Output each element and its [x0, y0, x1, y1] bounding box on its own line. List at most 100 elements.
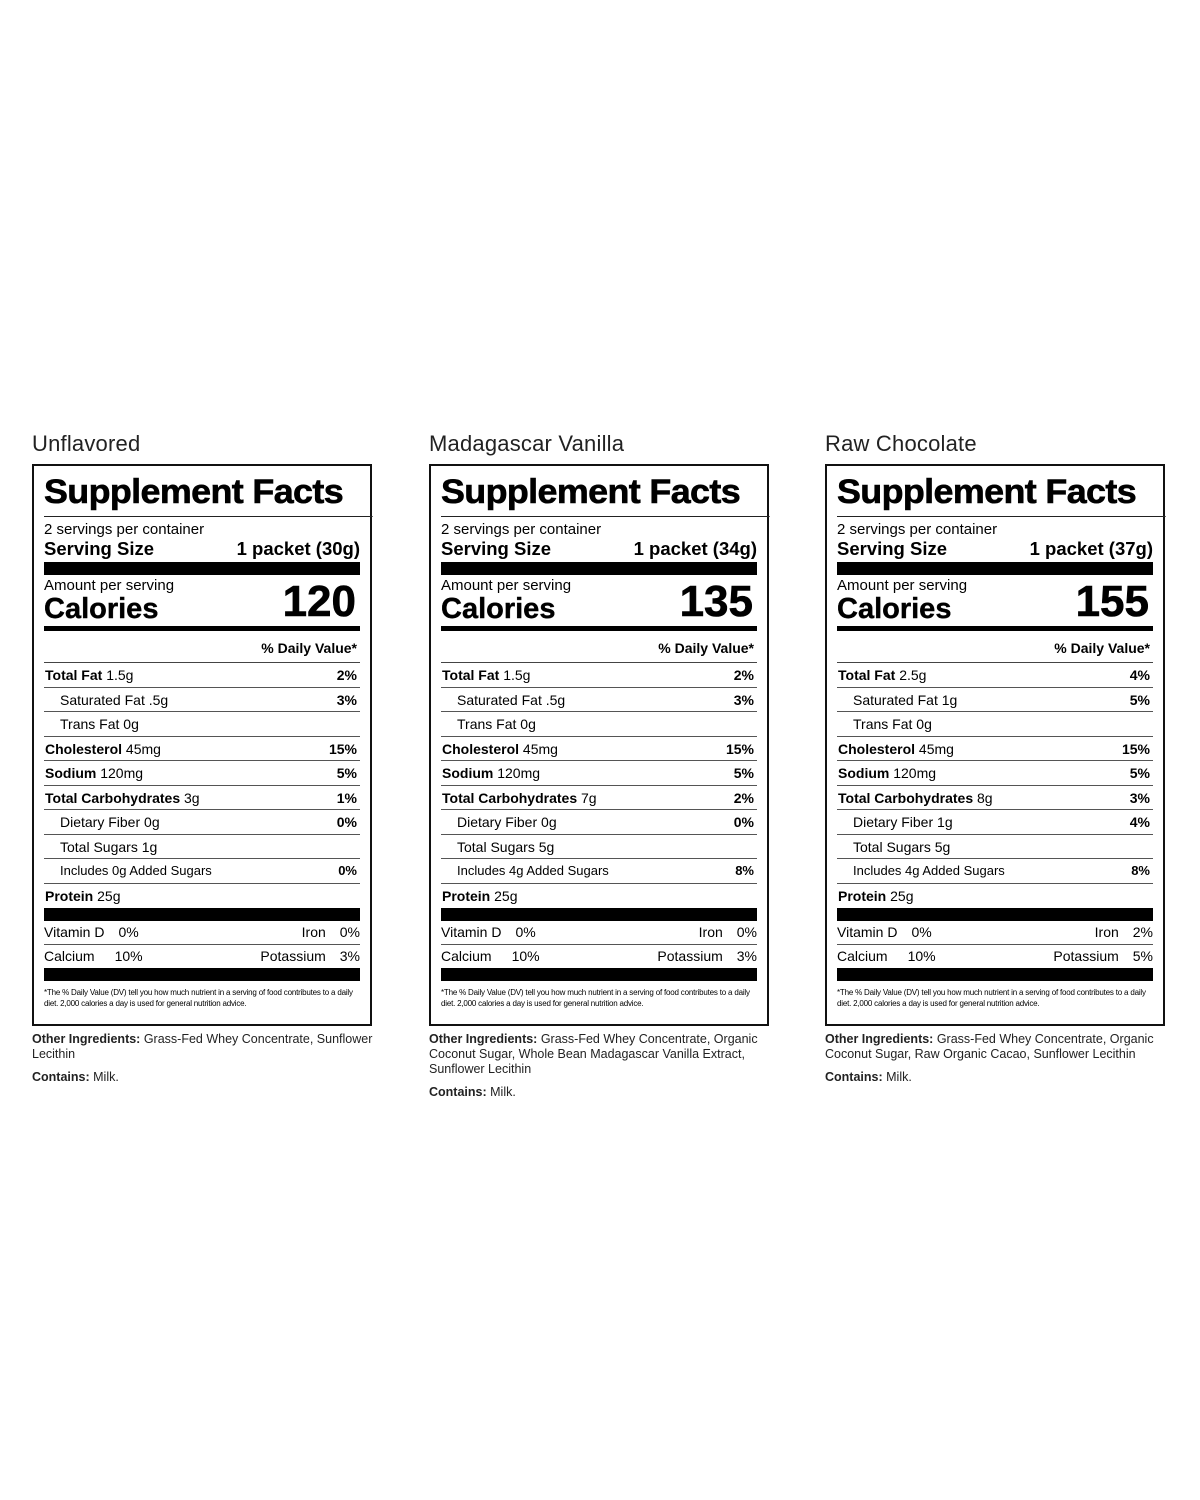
daily-value-header: % Daily Value*	[441, 631, 757, 663]
divider-medium	[441, 626, 757, 631]
divider-thick	[441, 908, 757, 921]
serving-size-value: 1 packet (37g)	[1029, 538, 1153, 559]
nutrient-amount: 120mg	[100, 765, 144, 781]
nutrient-row: Includes 0g Added Sugars 0%	[44, 859, 360, 884]
supplement-facts-label: Supplement Facts 2 servings per containe…	[32, 464, 373, 1026]
iron-value: 0%	[736, 924, 757, 940]
nutrient-row: Sodium 120mg 5%	[441, 761, 757, 786]
vitamin-row: Vitamin D 0% Iron 0%	[441, 921, 757, 945]
other-ingredients-label: Other Ingredients:	[32, 1032, 141, 1046]
divider-thick	[837, 968, 1153, 981]
serving-size: Serving Size 1 packet (34g)	[441, 537, 757, 559]
servings-per-container: 2 servings per container	[441, 521, 602, 538]
nutrient-row: Total Sugars 5g	[837, 835, 1153, 859]
nutrient-row: Trans Fat 0g	[441, 712, 757, 737]
nutrient-daily-value: 0%	[338, 863, 357, 878]
nutrient-daily-value: 5%	[1129, 765, 1150, 781]
other-ingredients-label: Other Ingredients:	[825, 1032, 934, 1046]
footnote: *The % Daily Value (DV) tell you how muc…	[441, 988, 750, 1008]
nutrient-row: Trans Fat 0g	[44, 712, 360, 737]
nutrient-name: Trans Fat	[60, 716, 120, 732]
daily-value-header: % Daily Value*	[44, 631, 360, 663]
nutrient-amount: 2.5g	[899, 667, 927, 683]
allergen-contains: Contains: Milk.	[32, 1070, 377, 1085]
footnote: *The % Daily Value (DV) tell you how muc…	[44, 988, 353, 1008]
nutrient-row: Total Fat 1.5g 2%	[44, 663, 360, 688]
ingredients-section: Other Ingredients: Grass-Fed Whey Concen…	[429, 1032, 774, 1100]
other-ingredients: Other Ingredients: Grass-Fed Whey Concen…	[825, 1032, 1170, 1062]
label-heading: Supplement Facts	[44, 466, 373, 517]
contains-value: Milk.	[93, 1070, 119, 1084]
nutrient-daily-value: 4%	[1129, 667, 1150, 683]
serving-size-value: 1 packet (30g)	[236, 538, 360, 559]
nutrient-row: Saturated Fat .5g 3%	[441, 688, 757, 712]
divider-thick	[44, 562, 360, 575]
nutrient-amount: 5g	[934, 838, 951, 855]
nutrient-daily-value: 3%	[733, 691, 754, 708]
nutrient-row: Total Sugars 1g	[44, 835, 360, 859]
nutrient-name: Sodium	[442, 765, 494, 781]
nutrient-amount: 45mg	[522, 740, 558, 757]
nutrient-amount: 0g	[123, 716, 139, 732]
divider-thick	[441, 968, 757, 981]
amount-per-serving: Amount per serving	[44, 577, 175, 594]
nutrient-name: Protein	[838, 887, 887, 904]
potassium-label: Potassium	[260, 947, 326, 964]
allergen-contains: Contains: Milk.	[429, 1085, 774, 1100]
potassium-label: Potassium	[1053, 947, 1119, 964]
serving-size-label: Serving Size	[837, 538, 948, 559]
nutrient-amount: 1g	[141, 838, 158, 855]
serving-size: Serving Size 1 packet (30g)	[44, 537, 360, 559]
contains-label: Contains:	[429, 1085, 487, 1099]
calories: Calories 155	[837, 579, 1153, 624]
nutrient-name: Total Sugars	[60, 838, 138, 855]
nutrient-name: Includes 4g Added Sugars	[457, 863, 609, 878]
mineral-row: Calcium 10% Potassium 3%	[44, 945, 360, 969]
nutrient-amount: 0g	[520, 716, 536, 732]
other-ingredients-label: Other Ingredients:	[429, 1032, 538, 1046]
nutrient-daily-value: 2%	[733, 789, 754, 806]
vitamin-d-value: 0%	[118, 924, 139, 940]
nutrient-name: Sodium	[838, 765, 890, 781]
serving-size: Serving Size 1 packet (37g)	[837, 537, 1153, 559]
potassium-label: Potassium	[657, 947, 723, 964]
nutrient-amount: 25g	[97, 887, 121, 904]
nutrient-row: Protein 25g	[441, 884, 757, 909]
nutrient-row: Total Fat 1.5g 2%	[441, 663, 757, 688]
nutrient-row: Dietary Fiber 0g 0%	[44, 810, 360, 835]
nutrient-amount: 120mg	[893, 765, 937, 781]
iron-value: 0%	[339, 924, 360, 940]
iron-value: 2%	[1132, 924, 1153, 940]
nutrient-name: Sodium	[45, 765, 97, 781]
nutrient-row: Sodium 120mg 5%	[44, 761, 360, 786]
supplement-facts-label: Supplement Facts 2 servings per containe…	[825, 464, 1166, 1026]
nutrient-row: Trans Fat 0g	[837, 712, 1153, 737]
other-ingredients: Other Ingredients: Grass-Fed Whey Concen…	[32, 1032, 377, 1062]
nutrient-daily-value: 8%	[735, 863, 754, 878]
other-ingredients-value: Grass-Fed Whey Concentrate, Sunflower Le…	[32, 1032, 373, 1061]
calcium-label: Calcium	[44, 947, 95, 964]
flavor-panel: Raw Chocolate Supplement Facts 2 serving…	[825, 430, 1170, 1084]
nutrient-amount: .5g	[545, 691, 566, 708]
flavor-title: Madagascar Vanilla	[429, 431, 625, 456]
divider-thick	[44, 968, 360, 981]
other-ingredients-value: Grass-Fed Whey Concentrate, Organic Coco…	[429, 1032, 758, 1076]
nutrient-row: Includes 4g Added Sugars 8%	[837, 859, 1153, 884]
nutrient-row: Total Carbohydrates 3g 1%	[44, 786, 360, 810]
other-ingredients-value: Grass-Fed Whey Concentrate, Organic Coco…	[825, 1032, 1154, 1061]
nutrient-row: Protein 25g	[44, 884, 360, 909]
other-ingredients: Other Ingredients: Grass-Fed Whey Concen…	[429, 1032, 774, 1077]
nutrient-amount: 1g	[941, 691, 958, 708]
divider-thick	[441, 562, 757, 575]
nutrient-row: Cholesterol 45mg 15%	[837, 737, 1153, 761]
nutrient-row: Dietary Fiber 0g 0%	[441, 810, 757, 835]
label-heading: Supplement Facts	[837, 466, 1166, 517]
nutrient-daily-value: 3%	[1129, 789, 1150, 806]
nutrient-amount: 7g	[581, 789, 597, 806]
nutrient-amount: 5g	[538, 838, 555, 855]
serving-size-value: 1 packet (34g)	[633, 538, 757, 559]
flavor-title: Unflavored	[32, 431, 141, 456]
nutrient-row: Cholesterol 45mg 15%	[441, 737, 757, 761]
nutrient-amount: 25g	[494, 887, 518, 904]
contains-value: Milk.	[886, 1070, 912, 1084]
